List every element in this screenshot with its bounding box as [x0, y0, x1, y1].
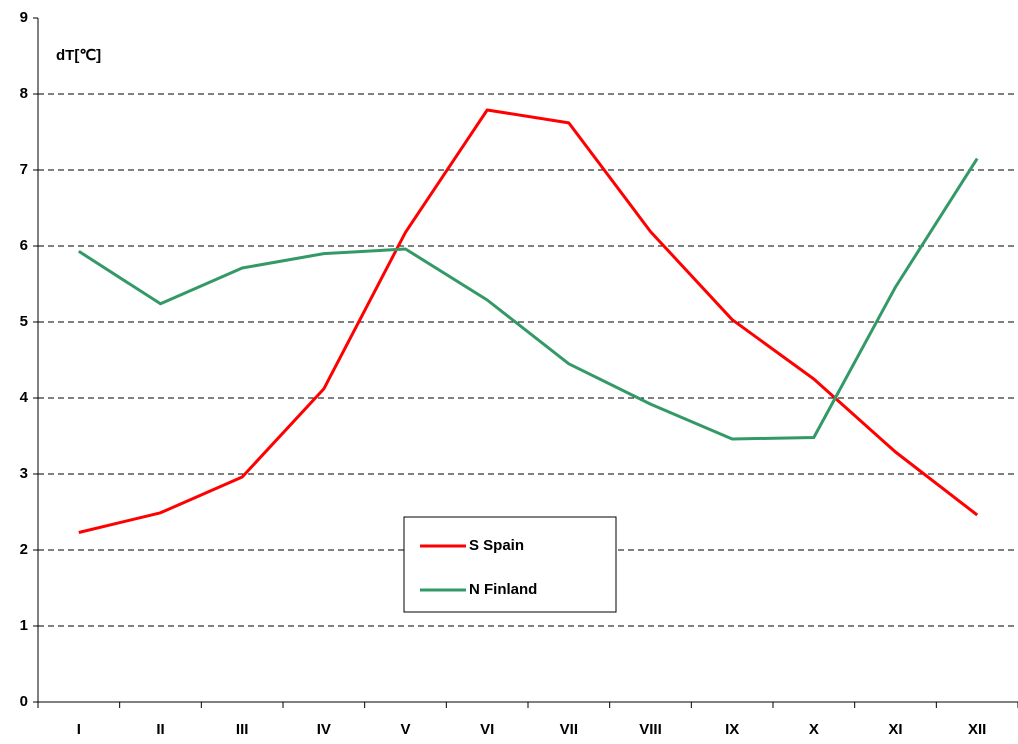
y-tick-label: 1	[20, 617, 28, 634]
legend-box	[403, 516, 617, 613]
y-axis-label: dT[℃]	[56, 47, 101, 64]
x-tick-label: III	[236, 721, 249, 738]
y-tick-label: 3	[20, 465, 28, 482]
y-tick-label: 6	[20, 237, 28, 254]
x-tick-label: IX	[725, 721, 739, 738]
y-tick-label: 0	[20, 693, 28, 710]
x-tick-label: II	[156, 721, 164, 738]
legend-label: S Spain	[469, 537, 524, 554]
y-tick-label: 5	[20, 313, 28, 330]
y-tick-label: 4	[20, 389, 29, 406]
y-tick-label: 9	[20, 9, 28, 26]
y-tick-label: 7	[20, 161, 28, 178]
x-tick-label: XI	[888, 721, 902, 738]
legend-label: N Finland	[469, 581, 537, 598]
y-tick-label: 2	[20, 541, 28, 558]
x-tick-label: XII	[968, 721, 986, 738]
x-tick-label: VII	[560, 721, 578, 738]
series-line	[78, 108, 979, 534]
x-tick-label: I	[77, 721, 81, 738]
x-tick-label: X	[809, 721, 819, 738]
x-tick-label: VIII	[639, 721, 662, 738]
x-tick-label: V	[400, 721, 410, 738]
x-tick-label: IV	[317, 721, 331, 738]
x-tick-label: VI	[480, 721, 494, 738]
series-line	[77, 157, 979, 441]
y-tick-label: 8	[20, 85, 28, 102]
